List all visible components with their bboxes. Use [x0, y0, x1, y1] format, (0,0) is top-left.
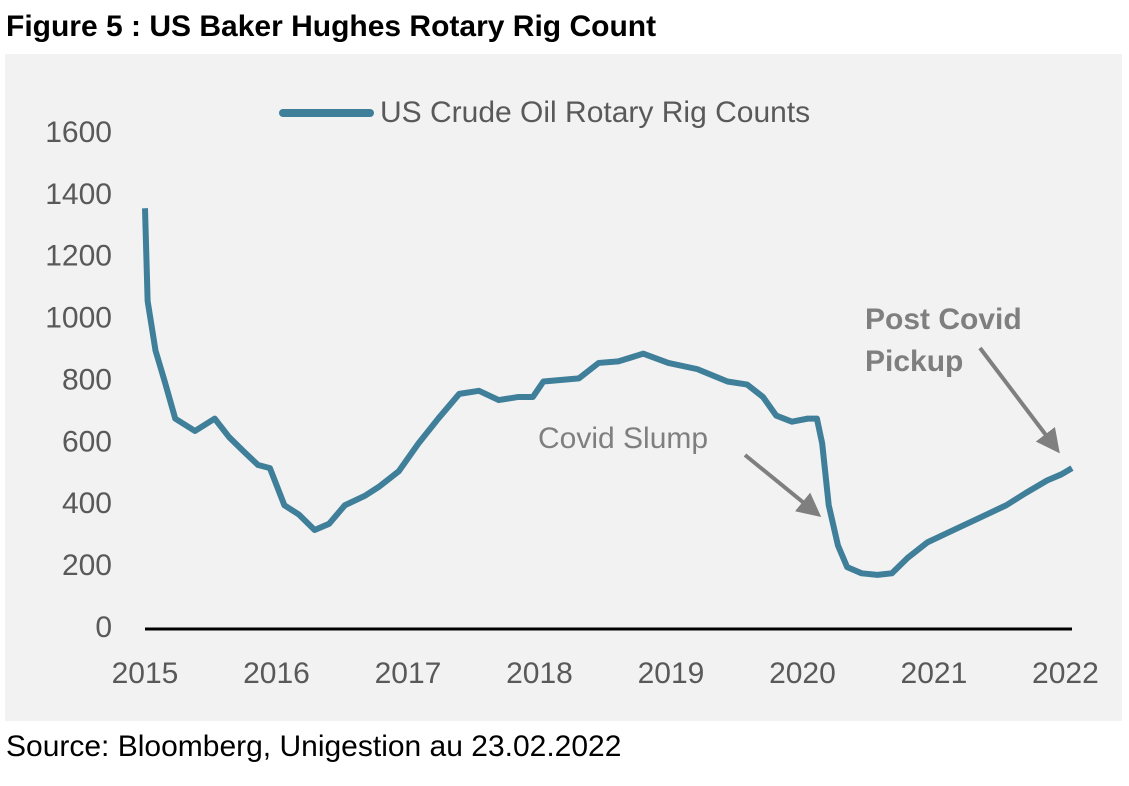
y-tick-label: 1000 — [45, 302, 112, 335]
plot-background — [5, 54, 1122, 721]
x-tick-label: 2021 — [901, 657, 968, 690]
annotation: Covid Slump — [538, 422, 708, 455]
y-tick-label: 1600 — [45, 116, 112, 149]
y-tick-label: 0 — [95, 611, 112, 644]
annotation: Post Covid — [865, 303, 1022, 336]
y-tick-label: 400 — [62, 487, 112, 520]
y-tick-label: 600 — [62, 425, 112, 458]
x-tick-label: 2016 — [243, 657, 310, 690]
y-tick-label: 800 — [62, 363, 112, 396]
x-tick-label: 2019 — [638, 657, 705, 690]
data-line — [142, 208, 1074, 578]
source-note: Source: Bloomberg, Unigestion au 23.02.2… — [6, 730, 621, 763]
y-tick-label: 1400 — [45, 178, 112, 211]
x-tick-label: 2015 — [112, 657, 179, 690]
x-tick-label: 2022 — [1032, 657, 1099, 690]
x-tick-label: 2018 — [506, 657, 573, 690]
x-tick-label: 2020 — [769, 657, 836, 690]
arrow — [743, 453, 822, 518]
legend-label: US Crude Oil Rotary Rig Counts — [380, 96, 810, 129]
chart-title: Figure 5 : US Baker Hughes Rotary Rig Co… — [6, 10, 656, 43]
arrow — [978, 346, 1060, 454]
y-tick-label: 1200 — [45, 240, 112, 273]
x-tick-label: 2017 — [375, 657, 442, 690]
y-tick-label: 200 — [62, 549, 112, 582]
annotation: Pickup — [865, 345, 963, 378]
